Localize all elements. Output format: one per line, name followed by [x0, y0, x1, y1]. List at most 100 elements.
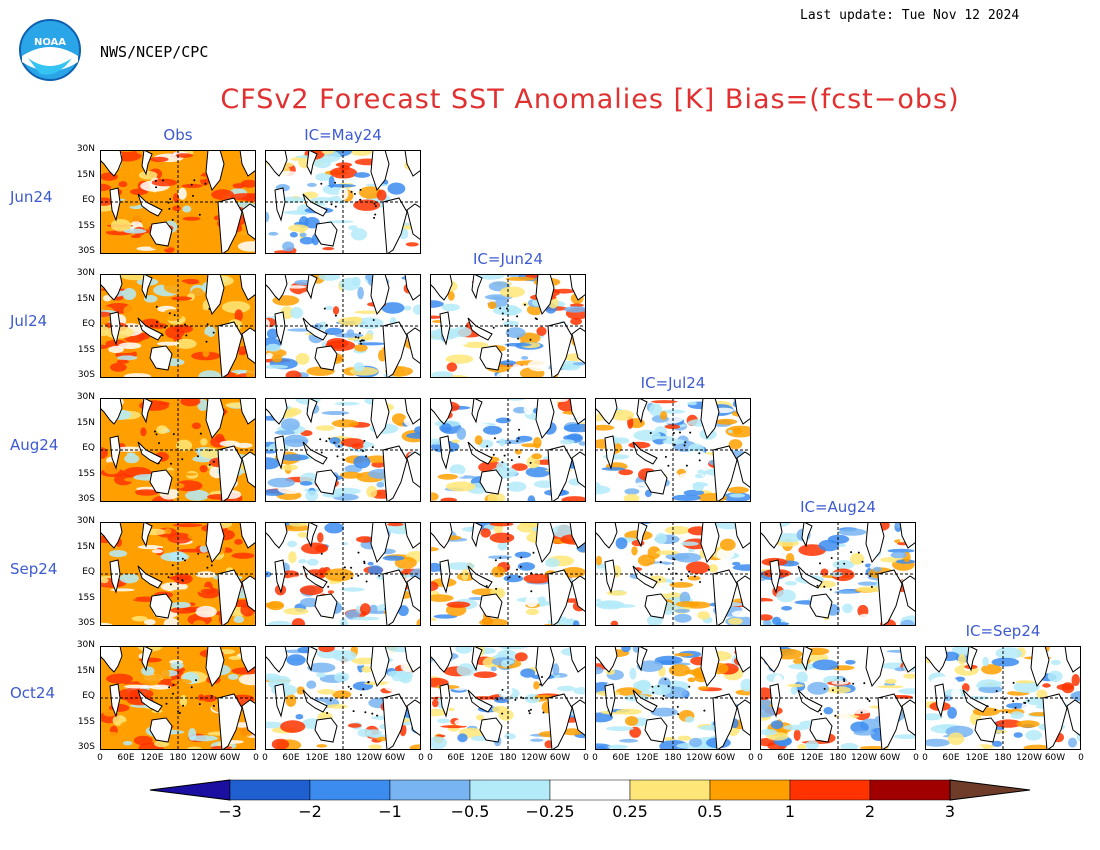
lat-tick-label: 15N [76, 417, 95, 428]
lon-tick-label: 120E [635, 753, 659, 763]
map-panel [916, 641, 1088, 755]
lon-tick-label: 0 [583, 753, 589, 763]
colorbar-segment [709, 779, 791, 801]
map-panel [256, 642, 428, 751]
lon-tick-label: 120W [685, 753, 713, 763]
lat-tick-label: 15N [76, 293, 95, 304]
lat-tick-label: EQ [82, 567, 95, 577]
lat-tick-label: 15S [77, 344, 95, 355]
lon-tick-label: 0 [748, 753, 754, 763]
map-panel [253, 392, 434, 503]
page-title: CFSv2 Forecast SST Anomalies [K] Bias=(f… [220, 84, 960, 115]
map-panel [419, 643, 591, 751]
map-panel [584, 643, 763, 753]
lon-tick-label: 120W [850, 753, 878, 763]
colorbar-tick-label: −3 [218, 802, 242, 821]
row-label: Jul24 [10, 312, 48, 330]
lon-tick-label: 180 [169, 753, 187, 763]
lon-tick-label: 0 [1078, 753, 1084, 763]
logo-text: NOAA [34, 37, 66, 48]
colorbar-segment [549, 779, 631, 801]
lon-tick-label: 120E [965, 753, 989, 763]
lon-tick-label: 180 [829, 753, 847, 763]
lon-tick-label: 180 [994, 753, 1012, 763]
lon-tick-label: 0 [913, 753, 919, 763]
lat-tick-label: 30N [76, 268, 95, 278]
map-panel [749, 645, 924, 752]
colorbar-tick-label: 2 [864, 802, 876, 821]
map-panel [749, 518, 924, 632]
lat-tick-label: 15S [77, 592, 95, 603]
lon-tick-label: 0 [922, 753, 928, 763]
lat-tick-label: 30S [77, 742, 95, 752]
colorbar-segment [149, 779, 231, 801]
lat-tick-label: 30S [77, 494, 95, 504]
lon-tick-label: 120W [190, 753, 218, 763]
lat-tick-label: 15N [76, 541, 95, 552]
lat-tick-label: 30S [77, 246, 95, 256]
lon-tick-label: 60W [384, 753, 406, 763]
lat-tick-label: 30N [76, 144, 95, 154]
lat-tick-label: 30S [77, 618, 95, 628]
lon-tick-label: 60W [219, 753, 241, 763]
lon-tick-label: 60W [549, 753, 571, 763]
colorbar-segment [869, 779, 951, 801]
lon-tick-label: 180 [664, 753, 682, 763]
org-label: NWS/NCEP/CPC [100, 43, 209, 61]
lon-tick-label: 120E [140, 753, 164, 763]
lon-tick-label: 0 [253, 753, 259, 763]
colorbar-tick-label: −0.5 [450, 802, 490, 821]
lon-tick-label: 120W [520, 753, 548, 763]
lat-tick-label: 30N [76, 392, 95, 402]
map-panel [583, 395, 762, 503]
column-header: IC=Jun24 [473, 250, 543, 268]
lon-tick-label: 0 [592, 753, 598, 763]
lat-tick-label: 15N [76, 169, 95, 180]
map-panel [416, 268, 594, 385]
colorbar-tick-label: 0.25 [612, 802, 648, 821]
lat-tick-label: 15S [77, 716, 95, 727]
column-header: IC=Sep24 [965, 622, 1041, 640]
colorbar-segment [629, 779, 711, 801]
colorbar-tick-label: −1 [378, 802, 402, 821]
lat-tick-label: EQ [82, 195, 95, 205]
column-header: IC=Jul24 [640, 374, 706, 392]
colorbar-tick-label: 3 [944, 802, 956, 821]
colorbar-segment [469, 779, 551, 801]
lon-tick-label: 0 [418, 753, 424, 763]
colorbar [149, 779, 1031, 801]
lon-tick-label: 0 [262, 753, 268, 763]
lat-tick-label: 30N [76, 640, 95, 650]
lat-tick-label: 15S [77, 220, 95, 231]
map-panel [419, 394, 596, 507]
lon-tick-label: 0 [97, 753, 103, 763]
row-label: Aug24 [10, 436, 59, 454]
lat-tick-label: EQ [82, 319, 95, 329]
map-panel [258, 271, 428, 382]
lon-tick-label: 0 [427, 753, 433, 763]
row-label: Sep24 [10, 560, 58, 578]
colorbar-segment [229, 779, 311, 801]
last-update-text: Last update: Tue Nov 12 2024 [800, 8, 1020, 23]
map-panel [262, 517, 432, 631]
lon-tick-label: 120E [305, 753, 329, 763]
lat-tick-label: 30S [77, 370, 95, 380]
lon-tick-label: 60W [1044, 753, 1066, 763]
colorbar-segment [949, 779, 1031, 801]
map-panel [90, 269, 265, 384]
lon-tick-label: 120W [1015, 753, 1043, 763]
lon-tick-label: 120E [800, 753, 824, 763]
colorbar-segment [389, 779, 471, 801]
lat-tick-label: 30N [76, 516, 95, 526]
map-panel [90, 144, 268, 255]
lon-tick-label: 180 [499, 753, 517, 763]
lat-tick-label: EQ [82, 691, 95, 701]
colorbar-tick-label: 0.5 [697, 802, 723, 821]
colorbar-tick-label: −0.25 [525, 802, 575, 821]
lon-tick-label: 0 [757, 753, 763, 763]
lon-tick-label: 120E [470, 753, 494, 763]
map-panel [421, 518, 596, 629]
colorbar-tick-label: −2 [298, 802, 322, 821]
lon-tick-label: 60E [117, 753, 135, 763]
map-panel [583, 517, 762, 627]
